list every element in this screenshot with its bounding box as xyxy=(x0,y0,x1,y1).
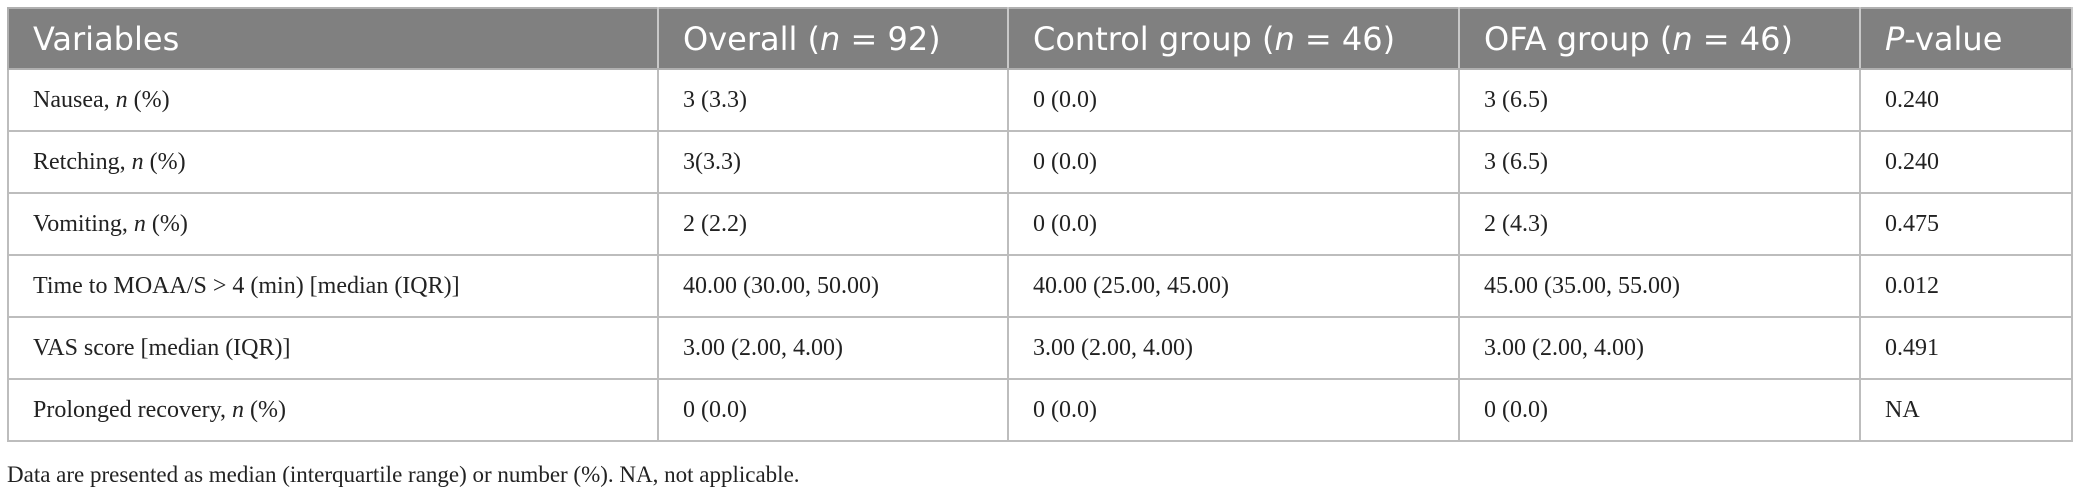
text-run: (%) xyxy=(244,396,287,423)
table-body: Nausea, n (%) 3 (3.3) 0 (0.0) 3 (6.5) 0.240 R… xyxy=(7,68,2073,442)
table-cell: 3 (3.3) xyxy=(657,68,1009,132)
text-run: Retching, xyxy=(33,148,132,175)
text-run: Control group ( xyxy=(1033,19,1275,58)
text-run: Variables xyxy=(33,19,180,58)
table-cell: 0 (0.0) xyxy=(657,378,1009,442)
table-cell: 2 (4.3) xyxy=(1458,192,1861,256)
header-cell: Overall (n = 92) xyxy=(657,7,1009,70)
text-run: OFA group ( xyxy=(1484,19,1673,58)
table-cell: 3.00 (2.00, 4.00) xyxy=(1458,316,1861,380)
table-cell: 0.240 xyxy=(1859,130,2073,194)
text-run: = 46) xyxy=(1294,19,1396,58)
text-run: (%) xyxy=(127,86,170,113)
text-run: (%) xyxy=(143,148,186,175)
table-cell: 0.491 xyxy=(1859,316,2073,380)
table-cell: 3(3.3) xyxy=(657,130,1009,194)
text-run: Time to MOAA/S > 4 (min) [median (IQR)] xyxy=(33,272,460,299)
text-run: n xyxy=(232,396,245,423)
text-run: n xyxy=(115,86,128,113)
text-run: Overall ( xyxy=(683,19,821,58)
header-row: Variables Overall (n = 92) Control group (… xyxy=(7,7,2073,70)
table-row: Prolonged recovery, n (%) 0 (0.0) 0 (0.0) 0… xyxy=(7,378,2073,442)
row-label: Prolonged recovery, n (%) xyxy=(7,378,659,442)
text-run: Prolonged recovery, xyxy=(33,396,233,423)
table-cell: 3 (6.5) xyxy=(1458,68,1861,132)
table-cell: 0 (0.0) xyxy=(1007,192,1460,256)
table-cell: 0 (0.0) xyxy=(1458,378,1861,442)
header-cell: OFA group (n = 46) xyxy=(1458,7,1861,70)
text-run: = 92) xyxy=(840,19,941,58)
table-cell: 3.00 (2.00, 4.00) xyxy=(657,316,1009,380)
row-label: Vomiting, n (%) xyxy=(7,192,659,256)
table-cell: 0 (0.0) xyxy=(1007,378,1460,442)
table-cell: 0 (0.0) xyxy=(1007,130,1460,194)
header-cell: Control group (n = 46) xyxy=(1007,7,1460,70)
table-cell: 40.00 (30.00, 50.00) xyxy=(657,254,1009,318)
table-row: Vomiting, n (%) 2 (2.2) 0 (0.0) 2 (4.3) 0.47… xyxy=(7,192,2073,256)
data-table: Variables Overall (n = 92) Control group (… xyxy=(7,7,2073,442)
row-label: VAS score [median (IQR)] xyxy=(7,316,659,380)
table-cell: 2 (2.2) xyxy=(657,192,1009,256)
table-row: Time to MOAA/S > 4 (min) [median (IQR)] 4… xyxy=(7,254,2073,318)
text-run: Nausea, xyxy=(33,86,116,113)
text-run: n xyxy=(131,148,144,175)
table-row: Nausea, n (%) 3 (3.3) 0 (0.0) 3 (6.5) 0.240 xyxy=(7,68,2073,132)
table-row: Retching, n (%) 3(3.3) 0 (0.0) 3 (6.5) 0.240 xyxy=(7,130,2073,194)
header-cell: Variables xyxy=(7,7,659,70)
text-run: = 46) xyxy=(1692,19,1793,58)
table-cell: 3.00 (2.00, 4.00) xyxy=(1007,316,1460,380)
table-cell: 0.240 xyxy=(1859,68,2073,132)
text-run: -value xyxy=(1904,19,2003,58)
text-run: Vomiting, xyxy=(33,210,134,237)
text-run: (%) xyxy=(145,210,188,237)
text-run: n xyxy=(1274,19,1295,58)
table-cell: 0.475 xyxy=(1859,192,2073,256)
table-cell: 45.00 (35.00, 55.00) xyxy=(1458,254,1861,318)
text-run: P xyxy=(1885,19,1905,58)
table-cell: 40.00 (25.00, 45.00) xyxy=(1007,254,1460,318)
row-label: Nausea, n (%) xyxy=(7,68,659,132)
text-run: n xyxy=(820,19,841,58)
table-cell: 3 (6.5) xyxy=(1458,130,1861,194)
footnote: Data are presented as median (interquart… xyxy=(7,462,800,487)
table-cell: 0.012 xyxy=(1859,254,2073,318)
row-label: Time to MOAA/S > 4 (min) [median (IQR)] xyxy=(7,254,659,318)
header-cell: P-value xyxy=(1859,7,2073,70)
table-cell: NA xyxy=(1859,378,2073,442)
text-run: n xyxy=(133,210,146,237)
table-cell: 0 (0.0) xyxy=(1007,68,1460,132)
text-run: VAS score [median (IQR)] xyxy=(33,334,291,361)
text-run: n xyxy=(1672,19,1693,58)
row-label: Retching, n (%) xyxy=(7,130,659,194)
table-row: VAS score [median (IQR)] 3.00 (2.00, 4.00… xyxy=(7,316,2073,380)
